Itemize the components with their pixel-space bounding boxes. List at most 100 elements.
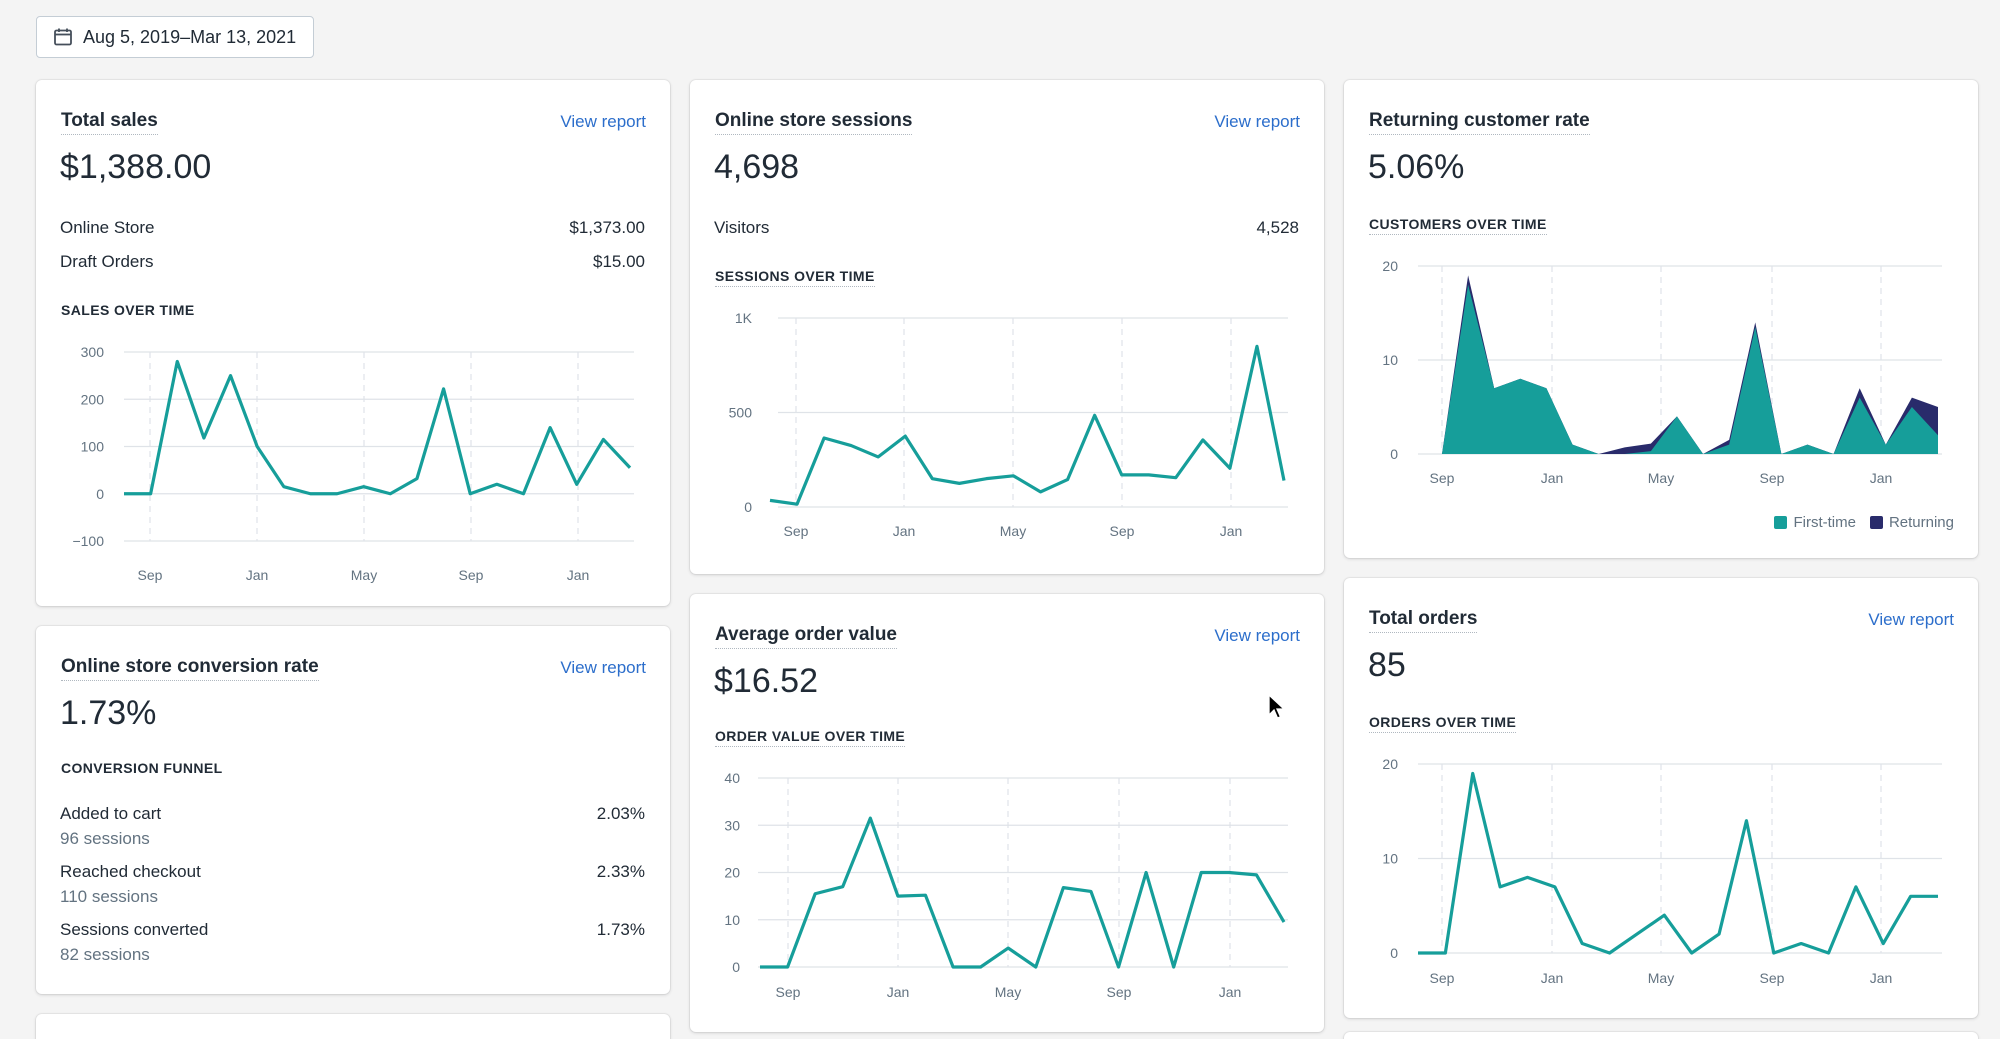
legend-item-returning: Returning <box>1869 514 1954 531</box>
chart-legend: First-time Returning <box>1760 514 1954 531</box>
x-tick-label: Sep <box>776 984 801 1000</box>
y-tick-label: 0 <box>96 486 104 502</box>
step-sessions: 82 sessions <box>60 945 150 964</box>
x-tick-label: Jan <box>1220 523 1243 539</box>
y-tick-label: 20 <box>1382 258 1398 274</box>
x-tick-label: Sep <box>1107 984 1132 1000</box>
date-range-picker[interactable]: Aug 5, 2019–Mar 13, 2021 <box>36 16 314 58</box>
returning-rate-value: 5.06% <box>1368 148 1465 186</box>
partial-card <box>1344 1032 1978 1039</box>
customers-chart: 20 10 0 Sep Jan May Sep Jan <box>1382 258 1942 486</box>
card-title[interactable]: Total orders <box>1369 608 1478 633</box>
card-title[interactable]: Online store sessions <box>715 110 913 135</box>
x-tick-label: Jan <box>1870 970 1893 986</box>
total-sales-card: Total sales View report $1,388.00 Online… <box>36 80 670 606</box>
x-tick-label: May <box>1648 470 1674 486</box>
x-tick-label: Jan <box>1219 984 1242 1000</box>
x-tick-label: Jan <box>1870 470 1893 486</box>
sessions-chart: 1K 500 0 Sep Jan May Sep Jan <box>729 310 1288 539</box>
y-tick-label: 200 <box>81 391 105 407</box>
x-tick-label: Sep <box>1430 470 1455 486</box>
x-tick-label: Jan <box>887 984 910 1000</box>
average-order-value-card: Average order value View report $16.52 O… <box>690 594 1324 1032</box>
chart-label: ORDER VALUE OVER TIME <box>715 728 906 747</box>
legend-label: Returning <box>1888 514 1954 531</box>
aov-value: $16.52 <box>714 662 818 700</box>
returning-customer-card: Returning customer rate 5.06% CUSTOMERS … <box>1344 80 1978 558</box>
row-label: Draft Orders <box>60 252 154 271</box>
total-orders-card: Total orders View report 85 ORDERS OVER … <box>1344 578 1978 1018</box>
series-line <box>124 359 632 496</box>
x-tick-label: Sep <box>1760 470 1785 486</box>
chart-label: SALES OVER TIME <box>61 302 195 318</box>
breakdown-row: Draft Orders $15.00 <box>60 252 645 272</box>
row-value: $1,373.00 <box>569 218 645 237</box>
step-label: Sessions converted <box>60 920 209 939</box>
y-tick-label: 0 <box>732 959 740 975</box>
x-tick-label: Jan <box>246 567 269 583</box>
x-tick-label: Sep <box>1110 523 1135 539</box>
view-report-link[interactable]: View report <box>560 112 646 131</box>
y-tick-label: 100 <box>81 439 105 455</box>
x-tick-label: May <box>351 567 377 583</box>
funnel-step: Reached checkout 110 sessions 2.33% <box>60 862 645 907</box>
step-value: 2.03% <box>596 804 645 823</box>
card-title[interactable]: Total sales <box>61 110 158 135</box>
y-tick-label: −100 <box>72 533 104 549</box>
conversion-rate-value: 1.73% <box>60 694 157 732</box>
chart-label: CUSTOMERS OVER TIME <box>1369 216 1547 235</box>
breakdown-row: Online Store $1,373.00 <box>60 218 645 238</box>
series-line <box>760 816 1286 969</box>
x-tick-label: Sep <box>138 567 163 583</box>
order-value-chart: 40 30 20 10 0 Sep Jan May Sep Jan <box>724 770 1288 1000</box>
chart-label: SESSIONS OVER TIME <box>715 268 875 287</box>
calendar-icon <box>54 28 72 46</box>
view-report-link[interactable]: View report <box>560 658 646 677</box>
card-title[interactable]: Average order value <box>715 624 897 649</box>
legend-label: First-time <box>1793 514 1856 531</box>
funnel-label: CONVERSION FUNNEL <box>61 760 223 776</box>
series-line <box>1418 771 1938 955</box>
sessions-value: 4,698 <box>714 148 800 186</box>
orders-chart: 20 10 0 Sep Jan May Sep Jan <box>1382 756 1942 986</box>
row-label: Online Store <box>60 218 155 237</box>
step-label: Added to cart <box>60 804 162 823</box>
legend-swatch <box>1869 516 1883 529</box>
step-value: 1.73% <box>596 920 645 939</box>
x-tick-label: Sep <box>1430 970 1455 986</box>
partial-card <box>36 1014 670 1039</box>
y-tick-label: 0 <box>1390 945 1398 961</box>
row-label: Visitors <box>714 218 770 237</box>
first-time-area <box>1442 284 1938 454</box>
view-report-link[interactable]: View report <box>1214 626 1300 645</box>
x-tick-label: May <box>1648 970 1674 986</box>
y-tick-label: 10 <box>1382 851 1398 867</box>
x-tick-label: Sep <box>459 567 484 583</box>
view-report-link[interactable]: View report <box>1868 610 1954 629</box>
x-tick-label: Jan <box>1541 470 1564 486</box>
y-tick-label: 20 <box>1382 756 1398 772</box>
date-range-label: Aug 5, 2019–Mar 13, 2021 <box>83 26 297 47</box>
x-tick-label: Jan <box>567 567 590 583</box>
card-title[interactable]: Returning customer rate <box>1369 110 1590 135</box>
funnel-step: Added to cart 96 sessions 2.03% <box>60 804 645 849</box>
y-tick-label: 10 <box>1382 352 1398 368</box>
step-label: Reached checkout <box>60 862 201 881</box>
funnel-step: Sessions converted 82 sessions 1.73% <box>60 920 645 965</box>
y-tick-label: 0 <box>1390 446 1398 462</box>
breakdown-row: Visitors 4,528 <box>714 218 1299 238</box>
total-orders-value: 85 <box>1368 646 1406 684</box>
conversion-rate-card: Online store conversion rate View report… <box>36 626 670 994</box>
chart-label: ORDERS OVER TIME <box>1369 714 1517 733</box>
legend-swatch <box>1774 516 1788 529</box>
x-tick-label: Jan <box>893 523 916 539</box>
y-tick-label: 20 <box>724 865 740 881</box>
x-tick-label: May <box>995 984 1021 1000</box>
total-sales-value: $1,388.00 <box>60 148 212 186</box>
card-title[interactable]: Online store conversion rate <box>61 656 319 681</box>
view-report-link[interactable]: View report <box>1214 112 1300 131</box>
step-sessions: 96 sessions <box>60 829 150 848</box>
y-tick-label: 40 <box>724 770 740 786</box>
y-tick-label: 10 <box>724 912 740 928</box>
y-tick-label: 500 <box>729 405 753 421</box>
